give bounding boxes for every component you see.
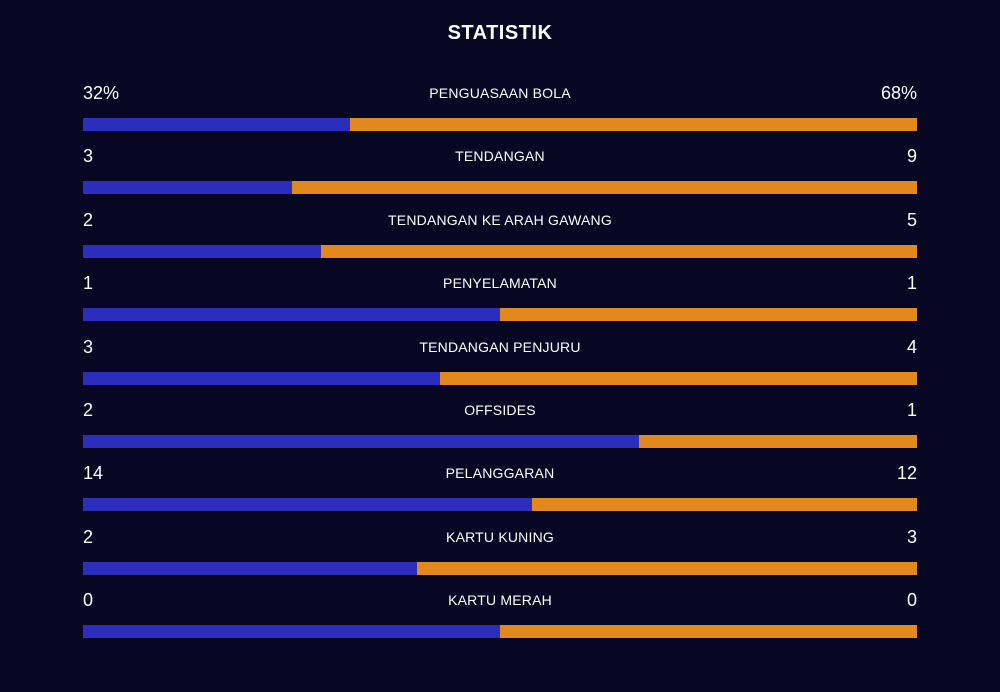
stat-label: KARTU KUNING [446,528,554,545]
comparison-bar [83,434,917,448]
home-value: 1 [83,273,94,294]
away-value: 1 [906,399,917,420]
stat-row: 3 9 TENDANGAN [83,143,917,206]
away-value: 5 [906,209,917,230]
stat-label: KARTU MERAH [448,592,552,609]
away-value: 9 [906,146,917,167]
home-value: 2 [83,399,94,420]
away-value: 68% [880,83,917,103]
home-bar-segment [83,498,533,512]
stat-row-header: 14 12 PELANGGARAN [83,460,917,487]
stat-row-header: 2 1 OFFSIDES [83,397,917,424]
home-value: 14 [83,463,104,484]
stat-label: OFFSIDES [464,401,536,418]
away-bar-segment [440,371,917,385]
stat-row-header: 1 1 PENYELAMATAN [83,270,917,297]
stat-label: TENDANGAN [455,148,545,165]
home-bar-segment [83,118,350,131]
away-bar-segment [291,181,917,195]
away-bar-segment [349,118,917,131]
stat-row: 3 4 TENDANGAN PENJURU [83,334,917,397]
home-value: 3 [83,336,94,357]
stat-label: TENDANGAN KE ARAH GAWANG [388,211,612,228]
away-value: 12 [896,463,917,484]
stat-label: PENYELAMATAN [443,275,557,292]
comparison-bar [83,308,917,322]
away-bar-segment [639,434,917,448]
home-bar-segment [83,244,322,258]
stat-row-header: 3 9 TENDANGAN [83,143,917,170]
away-value: 3 [906,526,917,547]
home-bar-segment [83,308,500,322]
away-bar-segment [321,244,917,258]
away-value: 0 [906,590,917,611]
home-value: 0 [83,590,94,611]
comparison-bar [83,371,917,385]
stats-list: 32% 68% PENGUASAAN BOLA 3 9 TENDANGAN 2 5 TENDAN… [83,80,917,651]
stat-row: 14 12 PELANGGARAN [83,460,917,523]
comparison-bar [83,498,917,512]
stat-row-header: 32% 68% PENGUASAAN BOLA [83,80,917,107]
away-bar-segment [416,561,917,575]
comparison-bar [83,625,917,639]
home-bar-segment [83,625,500,639]
home-bar-segment [83,181,292,195]
panel-title: STATISTIK [447,22,553,44]
stat-row: 2 1 OFFSIDES [83,397,917,460]
stat-row-header: 0 0 KARTU MERAH [83,587,917,614]
away-value: 1 [906,273,917,294]
stat-row: 2 5 TENDANGAN KE ARAH GAWANG [83,207,917,270]
away-bar-segment [500,625,917,639]
comparison-bar [83,244,917,258]
home-bar-segment [83,434,640,448]
stat-row: 2 3 KARTU KUNING [83,524,917,587]
stat-row-header: 2 5 TENDANGAN KE ARAH GAWANG [83,207,917,234]
stat-row-header: 3 4 TENDANGAN PENJURU [83,334,917,361]
stat-label: TENDANGAN PENJURU [419,338,581,355]
stat-row-header: 2 3 KARTU KUNING [83,524,917,551]
home-bar-segment [83,371,441,385]
home-value: 32% [83,83,120,103]
away-bar-segment [532,498,917,512]
home-bar-segment [83,561,417,575]
stat-label: PENGUASAAN BOLA [429,85,571,101]
stat-label: PELANGGARAN [445,465,555,482]
stat-row: 32% 68% PENGUASAAN BOLA [83,80,917,143]
away-value: 4 [906,336,917,357]
home-value: 2 [83,526,94,547]
stat-row: 0 0 KARTU MERAH [83,587,917,650]
stat-row: 1 1 PENYELAMATAN [83,270,917,333]
comparison-bar [83,118,917,131]
comparison-bar [83,561,917,575]
away-bar-segment [500,308,917,322]
home-value: 3 [83,146,94,167]
home-value: 2 [83,209,94,230]
comparison-bar [83,181,917,195]
